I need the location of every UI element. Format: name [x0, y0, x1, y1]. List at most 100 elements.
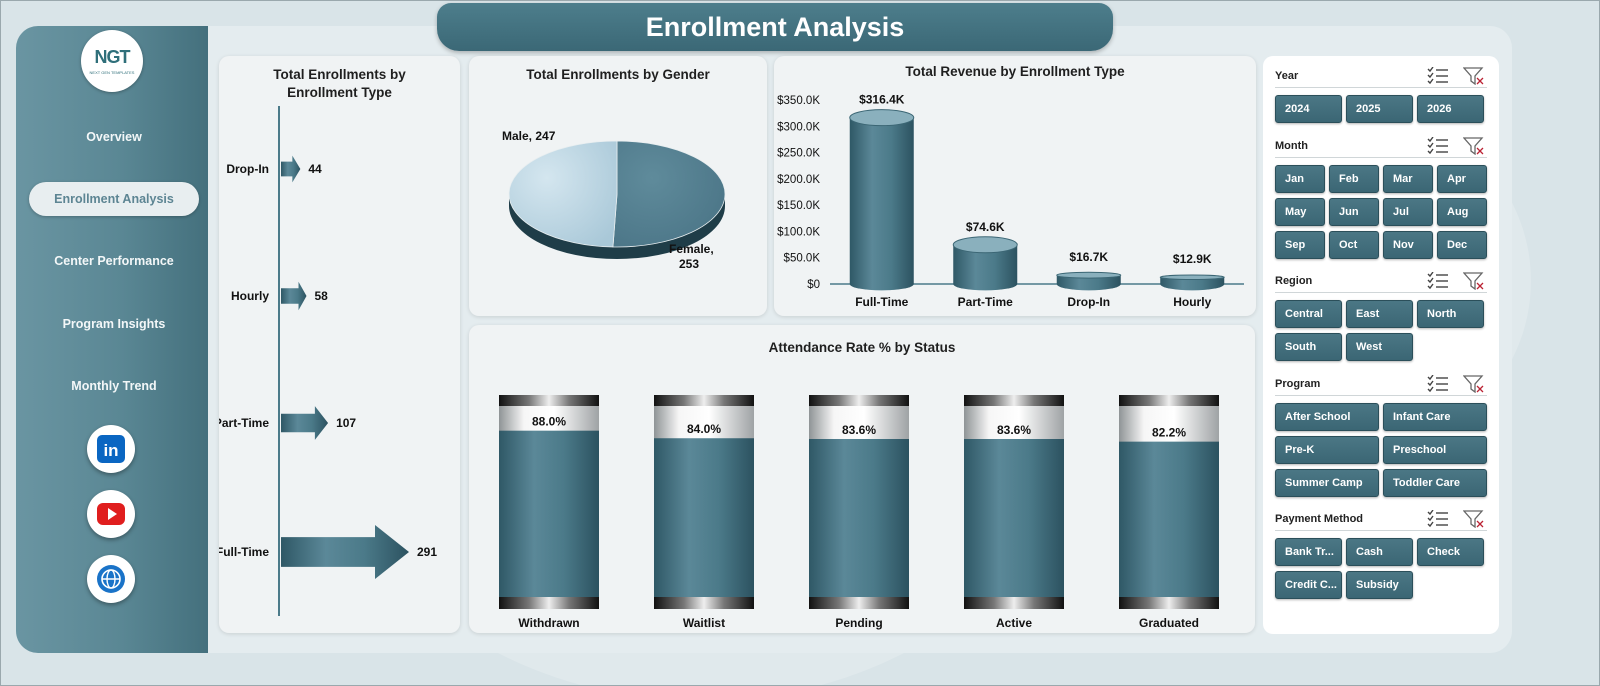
chart-title-line2: Enrollment Type — [287, 85, 392, 100]
data-label: 88.0% — [532, 415, 566, 429]
category-label: Full-Time — [855, 295, 908, 309]
multi-select-icon[interactable] — [1427, 375, 1449, 393]
tube-cap-top — [809, 395, 909, 406]
multi-select-icon[interactable] — [1427, 510, 1449, 528]
data-label: 44 — [308, 162, 322, 176]
slicer-actions — [1427, 272, 1485, 290]
slicer-button-oct[interactable]: Oct — [1329, 231, 1379, 259]
slicer-button-jul[interactable]: Jul — [1383, 198, 1433, 226]
slicer-button-after-school[interactable]: After School — [1275, 403, 1379, 431]
tube-cap-bottom — [654, 597, 754, 609]
data-label: 83.6% — [842, 423, 876, 437]
slicer-button-mar[interactable]: Mar — [1383, 165, 1433, 193]
multi-select-icon[interactable] — [1427, 137, 1449, 155]
data-label: $12.9K — [1173, 252, 1212, 266]
y-tick-label: $50.0K — [784, 253, 821, 265]
slicer-button-aug[interactable]: Aug — [1437, 198, 1487, 226]
nav-item-monthly-trend[interactable]: Monthly Trend — [29, 369, 199, 403]
slicer-button-dec[interactable]: Dec — [1437, 231, 1487, 259]
tube-cap-top — [499, 395, 599, 406]
clear-filter-icon[interactable] — [1463, 272, 1485, 290]
data-label: 107 — [336, 416, 356, 430]
enrollment-type-chart: Drop-In 44 Hourly 58 Part-Time 107 Full-Time 29… — [219, 106, 437, 616]
slicer-button-preschool[interactable]: Preschool — [1383, 436, 1487, 464]
slicer-button-bank-tr-[interactable]: Bank Tr... — [1275, 538, 1342, 566]
tube-cap-top — [1119, 395, 1219, 406]
attendance-bar-chart: 88.0% Withdrawn 84.0% Waitlist 83.6% Pending 8… — [499, 395, 1219, 630]
slicer-button-west[interactable]: West — [1346, 333, 1413, 361]
y-tick-label: $300.0K — [777, 121, 820, 133]
slicer-button-cash[interactable]: Cash — [1346, 538, 1413, 566]
revenue-bar-top — [1159, 274, 1225, 280]
slicer-actions — [1427, 375, 1485, 393]
multi-select-icon[interactable] — [1427, 272, 1449, 290]
category-label: Drop-In — [226, 162, 269, 176]
slicer-button-south[interactable]: South — [1275, 333, 1342, 361]
slicer-button-credit-c-[interactable]: Credit C... — [1275, 571, 1342, 599]
gender-pie-chart: Male, 247 Female,253 — [502, 129, 726, 271]
slicer-button-may[interactable]: May — [1275, 198, 1325, 226]
data-label: $74.6K — [966, 220, 1005, 234]
slicer-button-summer-camp[interactable]: Summer Camp — [1275, 469, 1379, 497]
category-label: Part-Time — [219, 416, 269, 430]
slicer-title: Program — [1275, 378, 1321, 390]
slicer-button-north[interactable]: North — [1417, 300, 1484, 328]
nav-item-center-performance[interactable]: Center Performance — [29, 244, 199, 278]
tube-cap-bottom — [1119, 597, 1219, 609]
category-label: Hourly — [1173, 295, 1211, 309]
slicer-button-2026[interactable]: 2026 — [1417, 95, 1484, 123]
slicer-button-central[interactable]: Central — [1275, 300, 1342, 328]
nav-item-label: Enrollment Analysis — [54, 192, 174, 206]
category-label: Waitlist — [683, 616, 725, 630]
logo-subtitle: NEXT GEN TEMPLATES — [89, 70, 135, 75]
slicer-button-nov[interactable]: Nov — [1383, 231, 1433, 259]
slicer-button-pre-k[interactable]: Pre-K — [1275, 436, 1379, 464]
page-title: Enrollment Analysis — [437, 3, 1113, 51]
arrow-bar — [281, 525, 409, 579]
data-label: $316.4K — [859, 93, 905, 107]
category-label: Drop-In — [1067, 295, 1110, 309]
enrollment-type-title: Total Enrollments by Enrollment Type — [219, 66, 460, 102]
revenue-chart-title: Total Revenue by Enrollment Type — [905, 64, 1125, 79]
slicer-button-check[interactable]: Check — [1417, 538, 1484, 566]
clear-filter-icon[interactable] — [1463, 375, 1485, 393]
youtube-button[interactable] — [87, 490, 135, 538]
clear-filter-icon[interactable] — [1463, 137, 1485, 155]
slicer-button-jun[interactable]: Jun — [1329, 198, 1379, 226]
linkedin-button[interactable]: in — [87, 425, 135, 473]
slicer-button-east[interactable]: East — [1346, 300, 1413, 328]
tube-cap-bottom — [809, 597, 909, 609]
svg-text:in: in — [103, 441, 118, 460]
slicer-button-sep[interactable]: Sep — [1275, 231, 1325, 259]
clear-filter-icon[interactable] — [1463, 510, 1485, 528]
slicer-button-infant-care[interactable]: Infant Care — [1383, 403, 1487, 431]
revenue-card: Total Revenue by Enrollment Type $0 $50.0… — [774, 56, 1256, 316]
pie-slice — [508, 140, 618, 248]
slicer-button-feb[interactable]: Feb — [1329, 165, 1379, 193]
multi-select-icon[interactable] — [1427, 67, 1449, 85]
data-label: 58 — [315, 289, 329, 303]
slicer-actions — [1427, 67, 1485, 85]
revenue-bar-top — [849, 109, 915, 127]
nav-item-program-insights[interactable]: Program Insights — [29, 307, 199, 341]
tube-cap-top — [654, 395, 754, 406]
y-tick-label: $250.0K — [777, 148, 820, 160]
clear-filter-icon[interactable] — [1463, 67, 1485, 85]
y-tick-label: $200.0K — [777, 174, 820, 186]
slicer-button-2024[interactable]: 2024 — [1275, 95, 1342, 123]
logo: NGT NEXT GEN TEMPLATES — [81, 30, 143, 92]
slicer-header-program: Program — [1275, 374, 1487, 396]
slicer-header-region: Region — [1275, 271, 1487, 293]
slicer-button-jan[interactable]: Jan — [1275, 165, 1325, 193]
slicer-button-subsidy[interactable]: Subsidy — [1346, 571, 1413, 599]
logo-mark: NGT — [94, 47, 131, 67]
nav-item-overview[interactable]: Overview — [29, 120, 199, 154]
nav-item-enrollment-analysis[interactable]: Enrollment Analysis — [29, 182, 199, 216]
slicer-button-apr[interactable]: Apr — [1437, 165, 1487, 193]
data-label: 83.6% — [997, 423, 1031, 437]
slicer-button-2025[interactable]: 2025 — [1346, 95, 1413, 123]
website-button[interactable] — [87, 555, 135, 603]
slicer-button-toddler-care[interactable]: Toddler Care — [1383, 469, 1487, 497]
attendance-bar — [654, 438, 754, 597]
